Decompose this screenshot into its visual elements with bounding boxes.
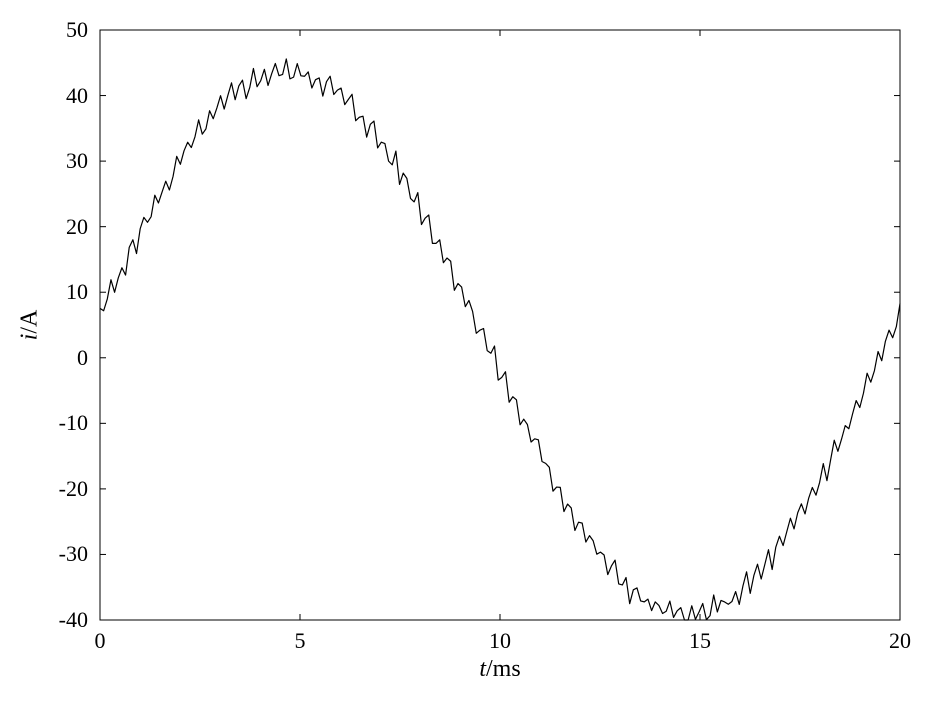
- y-tick-label: 0: [77, 345, 88, 371]
- y-tick-label: 30: [66, 148, 88, 174]
- current-trace: [100, 59, 900, 620]
- y-tick-label: 10: [66, 279, 88, 305]
- y-tick-label: -20: [59, 476, 88, 502]
- x-axis-unit: /ms: [486, 656, 521, 682]
- x-tick-label: 0: [95, 628, 106, 654]
- y-axis-label: i/A: [17, 310, 44, 341]
- y-tick-label: 40: [66, 83, 88, 109]
- y-tick-label: 50: [66, 17, 88, 43]
- y-axis-unit: /A: [17, 310, 43, 334]
- x-tick-label: 5: [295, 628, 306, 654]
- x-tick-label: 20: [889, 628, 911, 654]
- y-tick-label: -10: [59, 410, 88, 436]
- y-axis-symbol: i: [17, 334, 43, 341]
- y-tick-label: 20: [66, 214, 88, 240]
- x-axis-label: t/ms: [479, 656, 520, 683]
- y-tick-label: -40: [59, 607, 88, 633]
- plot-box: [100, 30, 900, 620]
- x-tick-label: 15: [689, 628, 711, 654]
- y-tick-label: -30: [59, 541, 88, 567]
- x-axis-symbol: t: [479, 656, 486, 682]
- current-vs-time-chart: [0, 0, 933, 710]
- x-tick-label: 10: [489, 628, 511, 654]
- chart-container: 0 5 10 15 20 -40 -30 -20 -10 0 10 20 30 40 50 t/ms i/A: [0, 0, 933, 710]
